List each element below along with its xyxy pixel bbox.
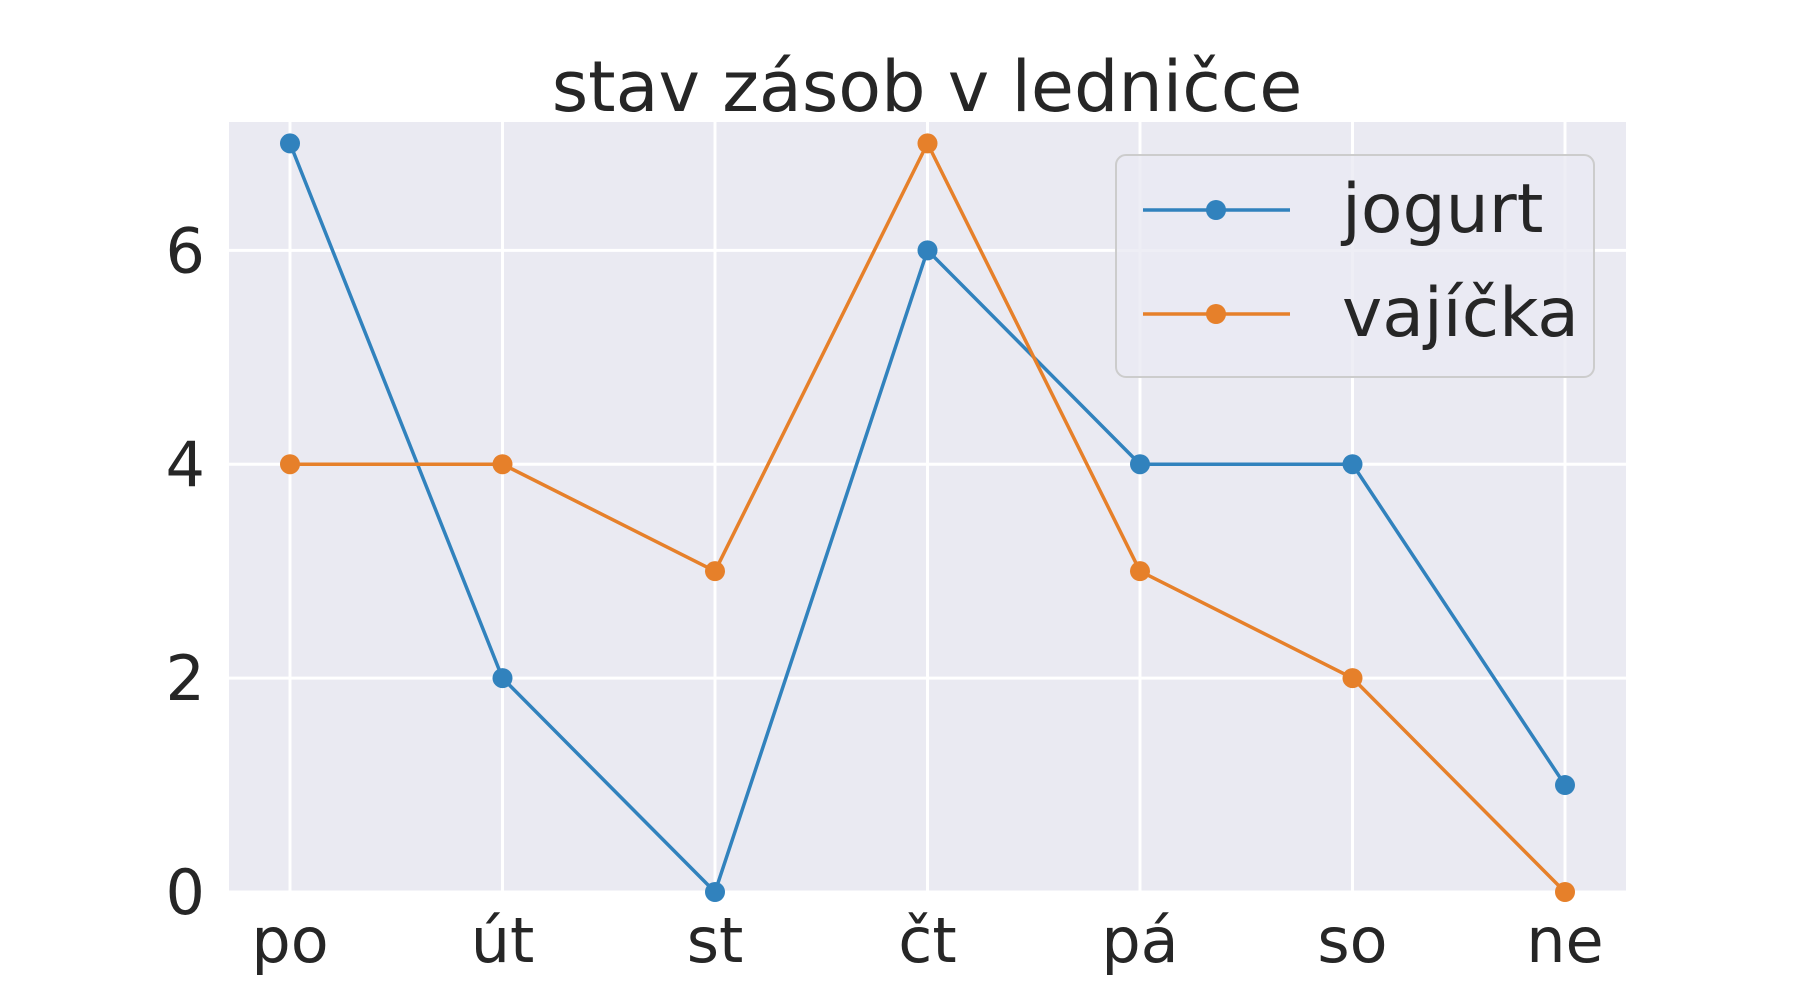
x-tick-label: so [1317,904,1387,977]
x-tick-label: po [251,904,328,977]
data-point [1342,454,1363,475]
data-point [1555,775,1575,796]
data-point [1130,561,1150,582]
series-jogurt [280,133,1575,902]
y-axis-ticks: 0 2 4 6 [166,214,205,929]
legend-label: vajíčka [1342,274,1579,353]
x-tick-label: ne [1526,904,1603,977]
x-tick-label: čt [898,904,956,977]
y-tick-label: 2 [166,642,205,715]
legend-marker [1206,200,1226,220]
data-point [705,882,725,902]
chart-title: stav zásob v ledničce [552,46,1303,128]
data-point [1130,454,1150,475]
series-vajíčka [280,133,1575,902]
series-group [280,133,1575,902]
legend-marker [1206,304,1226,324]
x-axis-ticks: po út st čt pá so ne [251,904,1603,977]
data-point [1555,882,1575,902]
data-point [492,454,513,475]
data-point [280,133,300,154]
data-point [917,133,938,154]
data-point [1342,668,1363,689]
y-tick-label: 4 [166,428,205,501]
y-tick-label: 6 [166,214,205,287]
x-tick-label: pá [1101,904,1178,977]
y-tick-label: 0 [166,856,205,929]
data-point [705,561,725,582]
data-point [492,668,513,689]
legend-label: jogurt [1340,170,1543,249]
x-tick-label: st [687,904,744,977]
legend: jogurt vajíčka [1115,154,1595,378]
legend-entry: jogurt [1143,170,1543,249]
data-point [280,454,300,475]
legend-entry: vajíčka [1143,274,1579,353]
x-tick-label: út [471,904,535,977]
data-point [917,240,938,261]
